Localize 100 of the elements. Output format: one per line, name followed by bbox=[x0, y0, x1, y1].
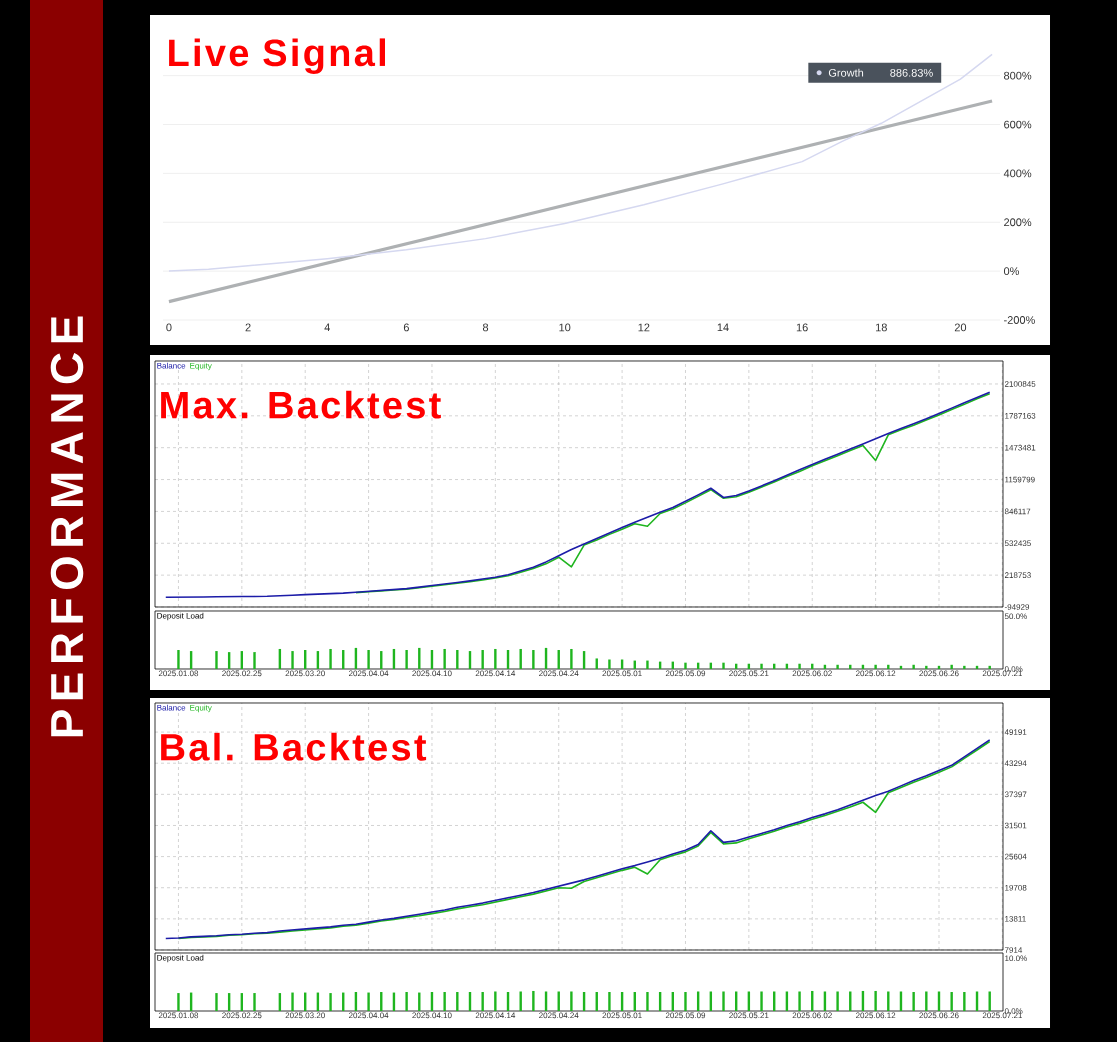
bar bbox=[570, 648, 573, 669]
bar bbox=[684, 662, 687, 669]
y-tick-label: 10.0% bbox=[1005, 955, 1027, 962]
text: Equity bbox=[190, 704, 212, 713]
x-tick-label: 20 bbox=[954, 323, 967, 332]
x-tick-label: 2025.02.25 bbox=[222, 1012, 262, 1019]
x-tick-label: 2025.05.01 bbox=[602, 1012, 642, 1019]
y-tick-label: 25604 bbox=[1004, 853, 1027, 860]
bar bbox=[722, 662, 725, 669]
y-tick-label: 49191 bbox=[1004, 729, 1027, 735]
x-tick-label: 12 bbox=[638, 323, 650, 332]
bar bbox=[443, 648, 446, 669]
bar bbox=[988, 665, 991, 669]
chart-title: Deposit Load bbox=[157, 954, 204, 963]
x-tick-label: 2025.06.26 bbox=[919, 670, 959, 677]
y-tick-label: 31501 bbox=[1004, 822, 1027, 829]
x-tick-label: 18 bbox=[876, 323, 887, 332]
bar bbox=[912, 664, 915, 669]
bar bbox=[253, 652, 256, 669]
x-tick-label: 2025.06.26 bbox=[919, 1012, 959, 1019]
bar bbox=[494, 648, 497, 669]
x-tick-label: 4 bbox=[324, 323, 330, 332]
y-tick-label: 19708 bbox=[1005, 884, 1027, 891]
bar bbox=[836, 664, 839, 669]
bar bbox=[532, 650, 535, 669]
text: Max. Backtest bbox=[161, 390, 441, 419]
text: Balance bbox=[157, 704, 186, 711]
x-tick-label: 2025.05.01 bbox=[602, 670, 642, 677]
x-tick-label: 10 bbox=[559, 323, 571, 332]
x-tick-label: 2025.04.10 bbox=[412, 670, 452, 677]
y-tick-label: 200% bbox=[1004, 218, 1032, 227]
x-tick-label: 2025.03.20 bbox=[285, 670, 325, 677]
y-tick-label: 1787163 bbox=[1005, 413, 1036, 419]
x-tick-label: 2025.04.04 bbox=[348, 670, 389, 677]
x-tick-label: 2025.01.08 bbox=[158, 1012, 199, 1019]
x-tick-label: 2 bbox=[245, 323, 251, 332]
y-tick-label: 0.0% bbox=[1004, 1008, 1023, 1014]
bar bbox=[798, 663, 801, 669]
x-tick-label: 2025.07.21 bbox=[982, 670, 1022, 677]
bar bbox=[760, 663, 763, 669]
bar bbox=[950, 664, 953, 669]
x-tick-label: 2025.04.24 bbox=[539, 1012, 579, 1019]
y-tick-label: 0% bbox=[1003, 267, 1020, 276]
y-tick-label: 600% bbox=[1004, 120, 1032, 129]
x-tick-label: 2025.04.04 bbox=[348, 1012, 389, 1019]
y-tick-label: 13811 bbox=[1005, 916, 1026, 922]
x-tick-label: 2025.05.21 bbox=[729, 670, 769, 677]
x-tick-label: 6 bbox=[403, 323, 409, 332]
y-tick-label: 37397 bbox=[1004, 791, 1027, 798]
text: Balance bbox=[157, 362, 186, 369]
y-tick-label: -94929 bbox=[1004, 604, 1030, 610]
text: Bal. Backtest bbox=[161, 732, 427, 761]
y-tick-label: 50.0% bbox=[1004, 613, 1027, 620]
text: Equity bbox=[190, 362, 212, 371]
bar bbox=[925, 665, 928, 669]
y-tick-label: 1473481 bbox=[1005, 444, 1036, 451]
bar bbox=[367, 650, 370, 669]
x-tick-label: 2025.04.14 bbox=[475, 1012, 516, 1019]
bar bbox=[291, 651, 294, 669]
legend-label: Growth bbox=[828, 68, 864, 77]
x-tick-label: 16 bbox=[796, 323, 808, 332]
bar bbox=[608, 659, 611, 669]
y-tick-label: 1159799 bbox=[1005, 476, 1035, 483]
x-tick-label: 2025.01.08 bbox=[158, 670, 199, 677]
x-tick-label: 2025.04.24 bbox=[539, 670, 579, 677]
bar bbox=[519, 648, 522, 669]
bar bbox=[405, 650, 408, 669]
y-tick-label: 43294 bbox=[1004, 760, 1027, 767]
y-tick-label: 7914 bbox=[1004, 947, 1023, 953]
annotation: 886.83% bbox=[890, 68, 933, 77]
x-tick-label: 2025.06.02 bbox=[792, 670, 832, 677]
x-tick-label: 2025.02.25 bbox=[222, 670, 262, 677]
chart-title: Deposit Load bbox=[157, 612, 204, 621]
bar bbox=[177, 650, 180, 669]
y-tick-label: 846117 bbox=[1004, 508, 1031, 515]
bar bbox=[456, 650, 459, 669]
bar bbox=[963, 665, 966, 669]
bar bbox=[874, 664, 877, 669]
x-tick-label: 2025.07.21 bbox=[982, 1012, 1022, 1019]
x-tick-label: 0 bbox=[166, 323, 172, 332]
x-tick-label: 2025.04.14 bbox=[475, 670, 516, 677]
y-tick-label: -200% bbox=[1004, 316, 1035, 324]
bar bbox=[215, 651, 218, 669]
text: Live Signal bbox=[169, 38, 385, 74]
bar bbox=[481, 650, 484, 669]
x-tick-label: 2025.03.20 bbox=[285, 1012, 325, 1019]
x-tick-label: 2025.05.21 bbox=[729, 1012, 769, 1019]
x-tick-label: 2025.06.12 bbox=[856, 670, 896, 677]
y-tick-label: 218753 bbox=[1004, 572, 1031, 578]
x-tick-label: 14 bbox=[717, 323, 729, 332]
y-tick-label: 0.0% bbox=[1004, 666, 1023, 672]
x-tick-label: 2025.05.09 bbox=[665, 1012, 706, 1019]
y-tick-label: 400% bbox=[1003, 169, 1032, 178]
x-tick-label: 2025.05.09 bbox=[665, 670, 706, 677]
bar bbox=[329, 648, 332, 669]
x-tick-label: 2025.06.02 bbox=[792, 1012, 832, 1019]
y-tick-label: 532435 bbox=[1004, 540, 1031, 547]
bar bbox=[646, 660, 649, 669]
x-tick-label: 2025.06.12 bbox=[856, 1012, 896, 1019]
text: PERFORMANCE bbox=[50, 316, 84, 737]
